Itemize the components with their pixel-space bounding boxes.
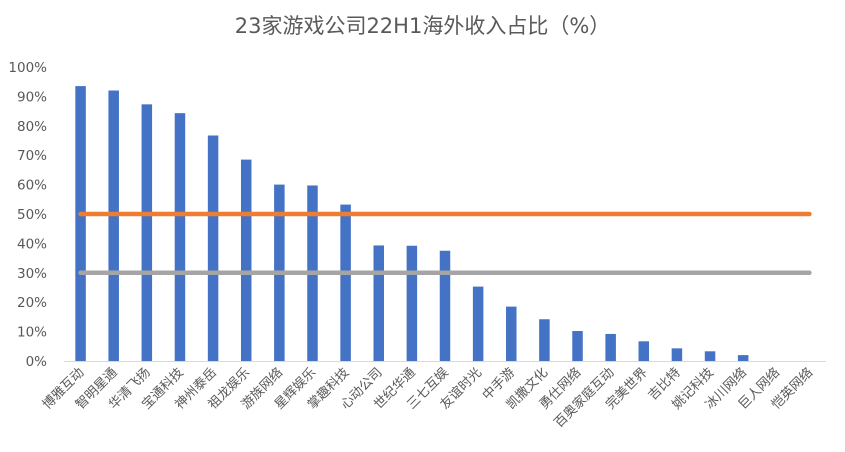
y-tick-label: 50% (17, 207, 47, 223)
y-tick-label: 100% (8, 60, 47, 76)
bar (406, 245, 418, 361)
x-axis-labels: 博雅互动智明星通华清飞扬宝通科技神州泰岳祖龙娱乐游族网络星辉娱乐掌趣科技心动公司… (40, 365, 816, 431)
bar (539, 319, 550, 361)
y-tick-label: 90% (17, 89, 47, 105)
bar (439, 250, 451, 361)
bar (75, 86, 86, 362)
bar (340, 204, 351, 361)
reference-lines (78, 211, 812, 276)
bar (174, 113, 186, 362)
y-tick-label: 10% (17, 325, 47, 341)
y-tick-label: 30% (17, 266, 47, 282)
bar (108, 90, 119, 362)
bar (737, 355, 749, 361)
bar (373, 245, 384, 361)
y-tick-label: 0% (26, 354, 48, 370)
y-tick-label: 20% (17, 295, 47, 311)
bar (472, 286, 484, 361)
bar (605, 333, 616, 361)
bar (141, 104, 153, 361)
y-tick-label: 70% (17, 148, 47, 164)
bar (638, 341, 650, 361)
y-axis-labels: 0% 10% 20% 30% 40% 50% 60% 70% 80% 90% 100% (8, 60, 47, 370)
bars (75, 86, 749, 362)
bar (704, 351, 716, 361)
y-tick-label: 60% (17, 178, 47, 194)
bar (506, 306, 517, 361)
bar (240, 159, 252, 361)
y-tick-label: 80% (17, 119, 47, 135)
bar (572, 331, 583, 361)
bar (671, 348, 683, 361)
bar (207, 135, 219, 361)
y-tick-label: 40% (17, 236, 47, 252)
chart-title: 23家游戏公司22H1海外收入占比（%） (234, 14, 611, 38)
